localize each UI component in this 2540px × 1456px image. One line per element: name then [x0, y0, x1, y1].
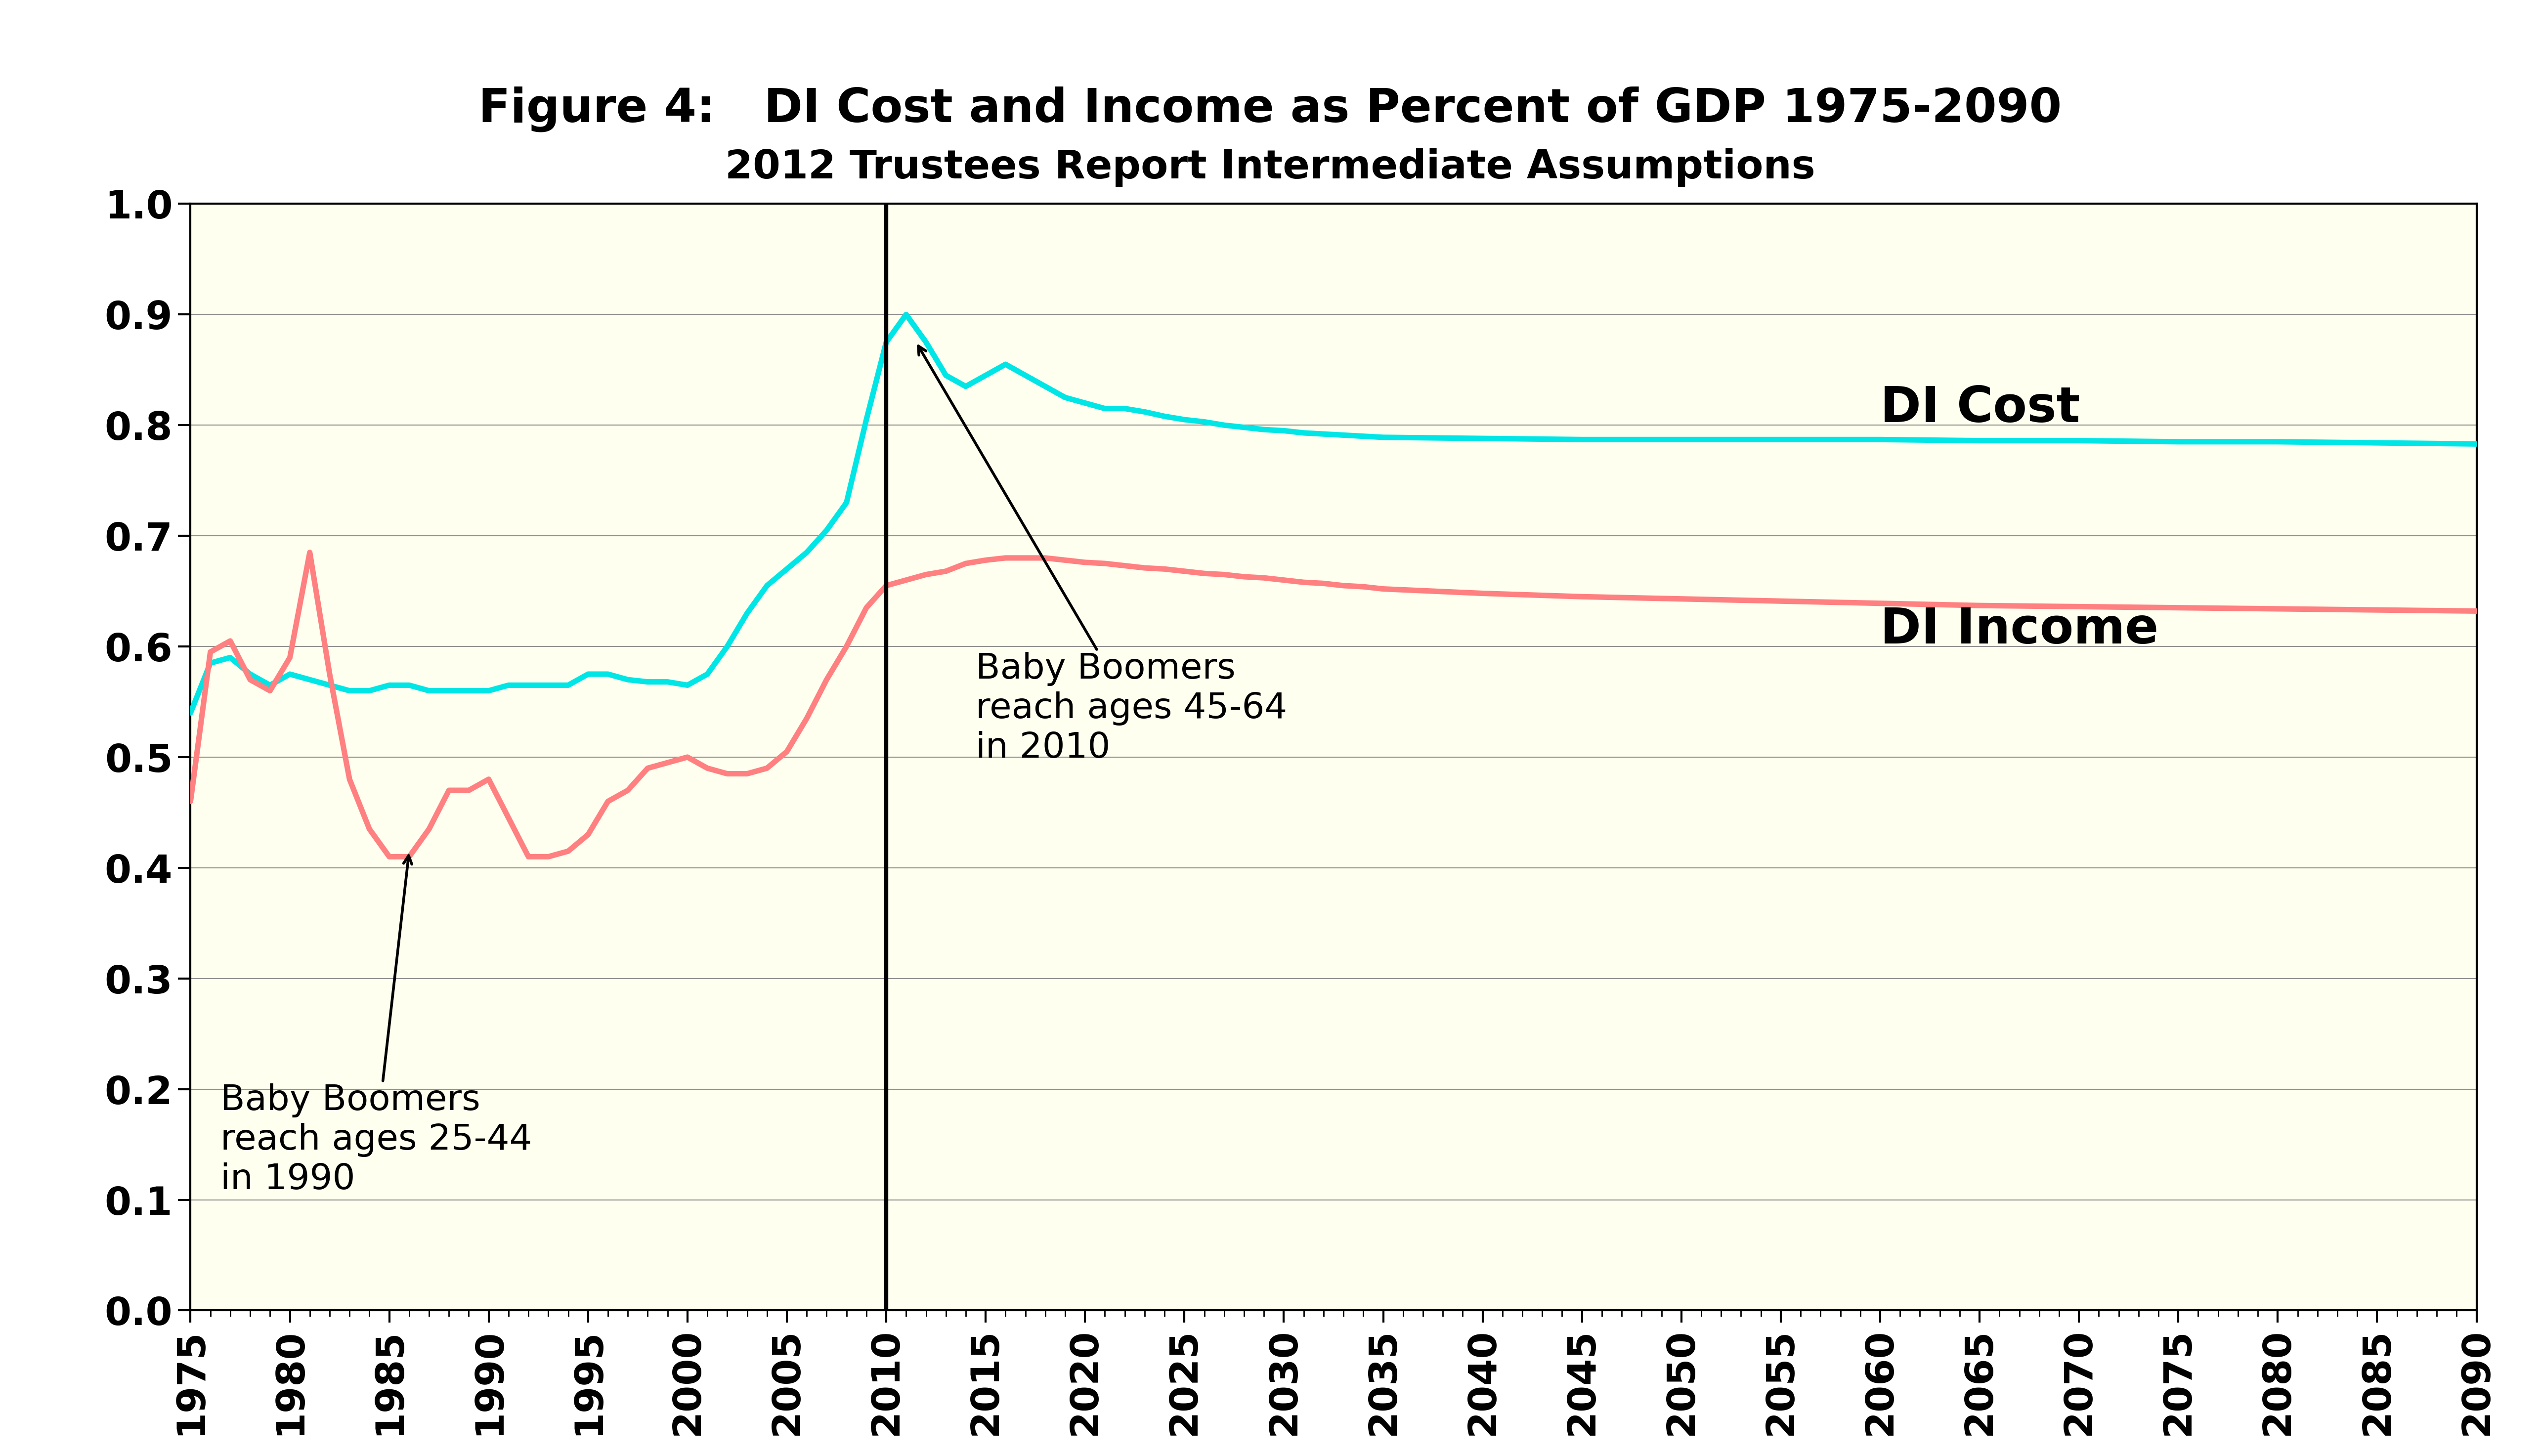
Text: 2012 Trustees Report Intermediate Assumptions: 2012 Trustees Report Intermediate Assump… — [724, 149, 1816, 186]
Text: Baby Boomers
reach ages 25-44
in 1990: Baby Boomers reach ages 25-44 in 1990 — [221, 856, 531, 1197]
Text: Baby Boomers
reach ages 45-64
in 2010: Baby Boomers reach ages 45-64 in 2010 — [919, 347, 1288, 764]
Text: DI Income: DI Income — [1880, 606, 2159, 654]
Text: DI Cost: DI Cost — [1880, 384, 2080, 432]
Text: Figure 4:   DI Cost and Income as Percent of GDP 1975-2090: Figure 4: DI Cost and Income as Percent … — [478, 86, 2062, 132]
